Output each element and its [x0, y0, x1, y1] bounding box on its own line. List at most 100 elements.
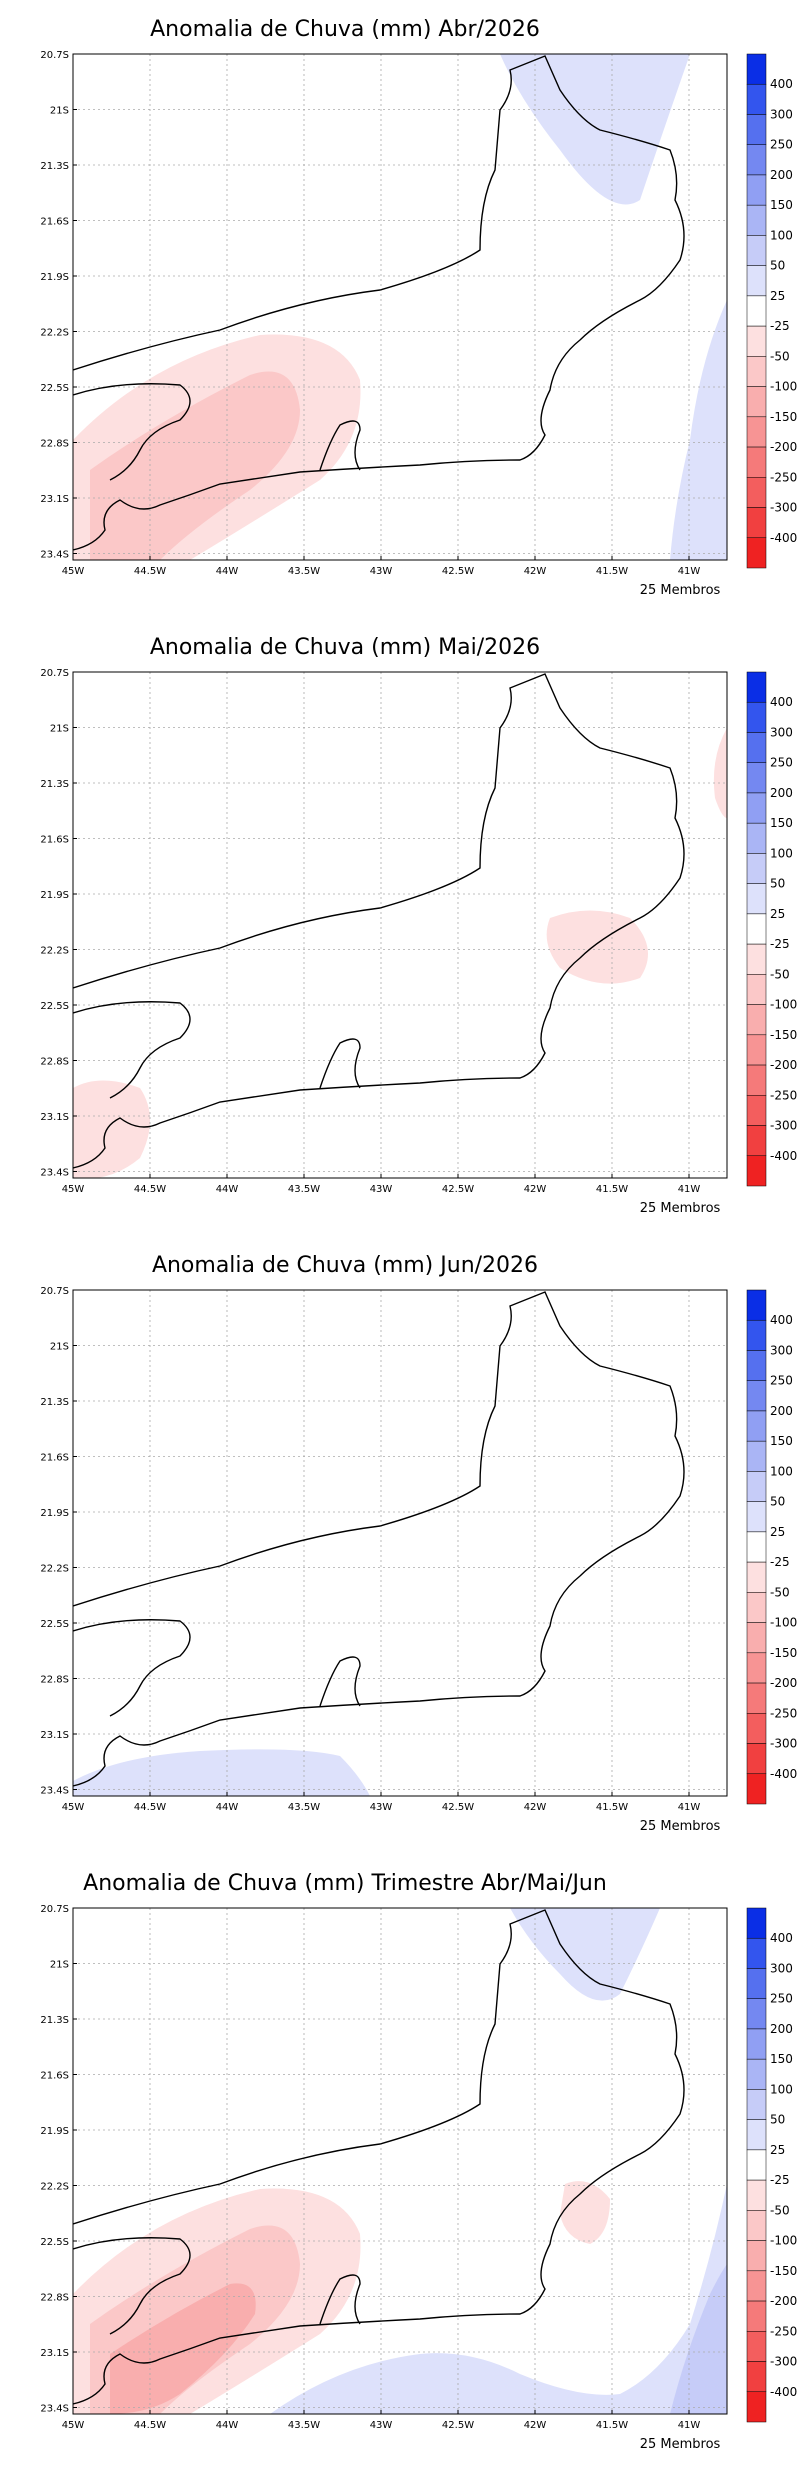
colorbar-swatch	[746, 1998, 767, 2030]
lon-tick-label: 41.5W	[596, 1184, 628, 1195]
colorbar-label: -50	[770, 1585, 790, 1599]
colorbar-label: -150	[770, 410, 797, 424]
colorbar-label: 400	[770, 1931, 793, 1945]
lat-tick-label: 21.3S	[40, 1397, 69, 1408]
colorbar-swatch	[746, 1937, 767, 1969]
map-title: Anomalia de Chuva (mm) Mai/2026	[150, 635, 540, 660]
colorbar-swatch	[746, 1773, 767, 1805]
coastline	[319, 1656, 361, 1707]
colorbar-swatch	[746, 732, 767, 763]
colorbar-label: -100	[770, 380, 797, 394]
coastline	[73, 673, 685, 1169]
colorbar-swatch	[746, 2300, 767, 2332]
colorbar-swatch	[746, 1350, 767, 1381]
colorbar-swatch	[746, 671, 767, 703]
colorbar-label: -50	[770, 349, 790, 363]
colorbar-label: -400	[770, 1149, 797, 1163]
coastline	[73, 1619, 191, 1717]
colorbar-swatch	[746, 1592, 767, 1623]
lon-tick-label: 43.5W	[288, 2420, 320, 2431]
lat-tick-label: 21.6S	[40, 2071, 69, 2082]
colorbar-swatch	[746, 1125, 767, 1157]
colorbar-label: 200	[770, 2022, 793, 2036]
lat-tick-label: 21.6S	[40, 835, 69, 846]
map-panel-abr: Anomalia de Chuva (mm) Abr/2026 20.7S 21S 2…	[0, 0, 800, 618]
colorbar-swatch	[746, 1155, 767, 1187]
lat-tick-label: 23.4S	[40, 2404, 69, 2415]
map-panel-trimestre: Anomalia de Chuva (mm) Trimestre Abr/Mai…	[0, 1854, 800, 2472]
lon-tick-label: 42.5W	[442, 1184, 474, 1195]
colorbar-swatch	[746, 2058, 767, 2090]
colorbar-label: -250	[770, 2324, 797, 2338]
lon-tick-label: 42.5W	[442, 566, 474, 577]
members-note: 25 Membros	[640, 2437, 721, 2452]
anomaly-region	[670, 300, 727, 560]
colorbar-swatch	[746, 53, 767, 85]
lon-tick-label: 41W	[678, 2420, 701, 2431]
colorbar-swatch	[746, 325, 767, 357]
map-frame	[72, 1907, 728, 2415]
lon-tick-label: 41.5W	[596, 566, 628, 577]
coastline	[73, 2237, 191, 2335]
colorbar-label: -100	[770, 1616, 797, 1630]
colorbar-label: 25	[770, 907, 785, 921]
coastline	[73, 1001, 191, 1099]
lat-tick-label: 22.2S	[40, 946, 69, 957]
anomaly-region	[560, 2181, 610, 2244]
colorbar-label: -200	[770, 1058, 797, 1072]
map-svg: Anomalia de Chuva (mm) Mai/2026 20.7S 21S 2…	[40, 635, 797, 1216]
lat-tick-label: 21.9S	[40, 272, 69, 283]
colorbar-swatch	[746, 295, 767, 327]
map-title: Anomalia de Chuva (mm) Trimestre Abr/Mai…	[83, 1871, 607, 1896]
lat-tick-label: 21.9S	[40, 1508, 69, 1519]
lat-tick-label: 21.6S	[40, 1453, 69, 1464]
colorbar-swatch	[746, 2149, 767, 2181]
colorbar-swatch	[746, 1471, 767, 1502]
map-svg: Anomalia de Chuva (mm) Jun/2026 20.7S 21S 2…	[40, 1253, 797, 1834]
lat-tick-label: 22.2S	[40, 1564, 69, 1575]
coastline	[73, 383, 191, 481]
colorbar-label: 300	[770, 1961, 793, 1975]
lat-tick-label: 23.1S	[40, 2348, 69, 2359]
lon-tick-label: 45W	[62, 1802, 85, 1813]
colorbar-label: 25	[770, 1525, 785, 1539]
lat-tick-label: 21.9S	[40, 2126, 69, 2137]
lon-tick-label: 44W	[216, 1802, 239, 1813]
colorbar-swatch	[746, 822, 767, 854]
lon-tick-label: 45W	[62, 1184, 85, 1195]
colorbar-label: -300	[770, 1119, 797, 1133]
colorbar-label: 150	[770, 1434, 793, 1448]
colorbar-swatch	[746, 943, 767, 975]
colorbar-swatch	[746, 2179, 767, 2211]
members-note: 25 Membros	[640, 1819, 721, 1834]
colorbar-label: 300	[770, 107, 793, 121]
colorbar-swatch	[746, 2391, 767, 2423]
colorbar-label: -300	[770, 501, 797, 515]
lon-tick-label: 42W	[524, 1802, 547, 1813]
lon-tick-label: 43.5W	[288, 566, 320, 577]
colorbar-swatch	[746, 83, 767, 115]
colorbar-label: 50	[770, 259, 785, 273]
colorbar-swatch	[746, 1968, 767, 1999]
lon-tick-label: 44.5W	[134, 1184, 166, 1195]
colorbar-label: 100	[770, 1464, 793, 1478]
colorbar-swatch	[746, 762, 767, 794]
lat-tick-label: 20.7S	[40, 1286, 69, 1297]
colorbar-label: 25	[770, 289, 785, 303]
colorbar-swatch	[746, 537, 767, 569]
colorbar-swatch	[746, 1440, 767, 1472]
colorbar-swatch	[746, 1531, 767, 1563]
colorbar-swatch	[746, 235, 767, 266]
colorbar-swatch	[746, 853, 767, 884]
lon-tick-label: 43W	[370, 2420, 393, 2431]
anomaly-region	[90, 371, 300, 560]
colorbar-swatch	[746, 477, 767, 508]
lat-tick-label: 22.5S	[40, 1001, 69, 1012]
lon-tick-label: 43.5W	[288, 1184, 320, 1195]
lat-tick-label: 20.7S	[40, 50, 69, 61]
lat-tick-label: 22.8S	[40, 2293, 69, 2304]
colorbar-swatch	[746, 446, 767, 478]
lon-tick-label: 41W	[678, 1802, 701, 1813]
anomaly-region	[713, 728, 727, 818]
colorbar-swatch	[746, 1095, 767, 1126]
